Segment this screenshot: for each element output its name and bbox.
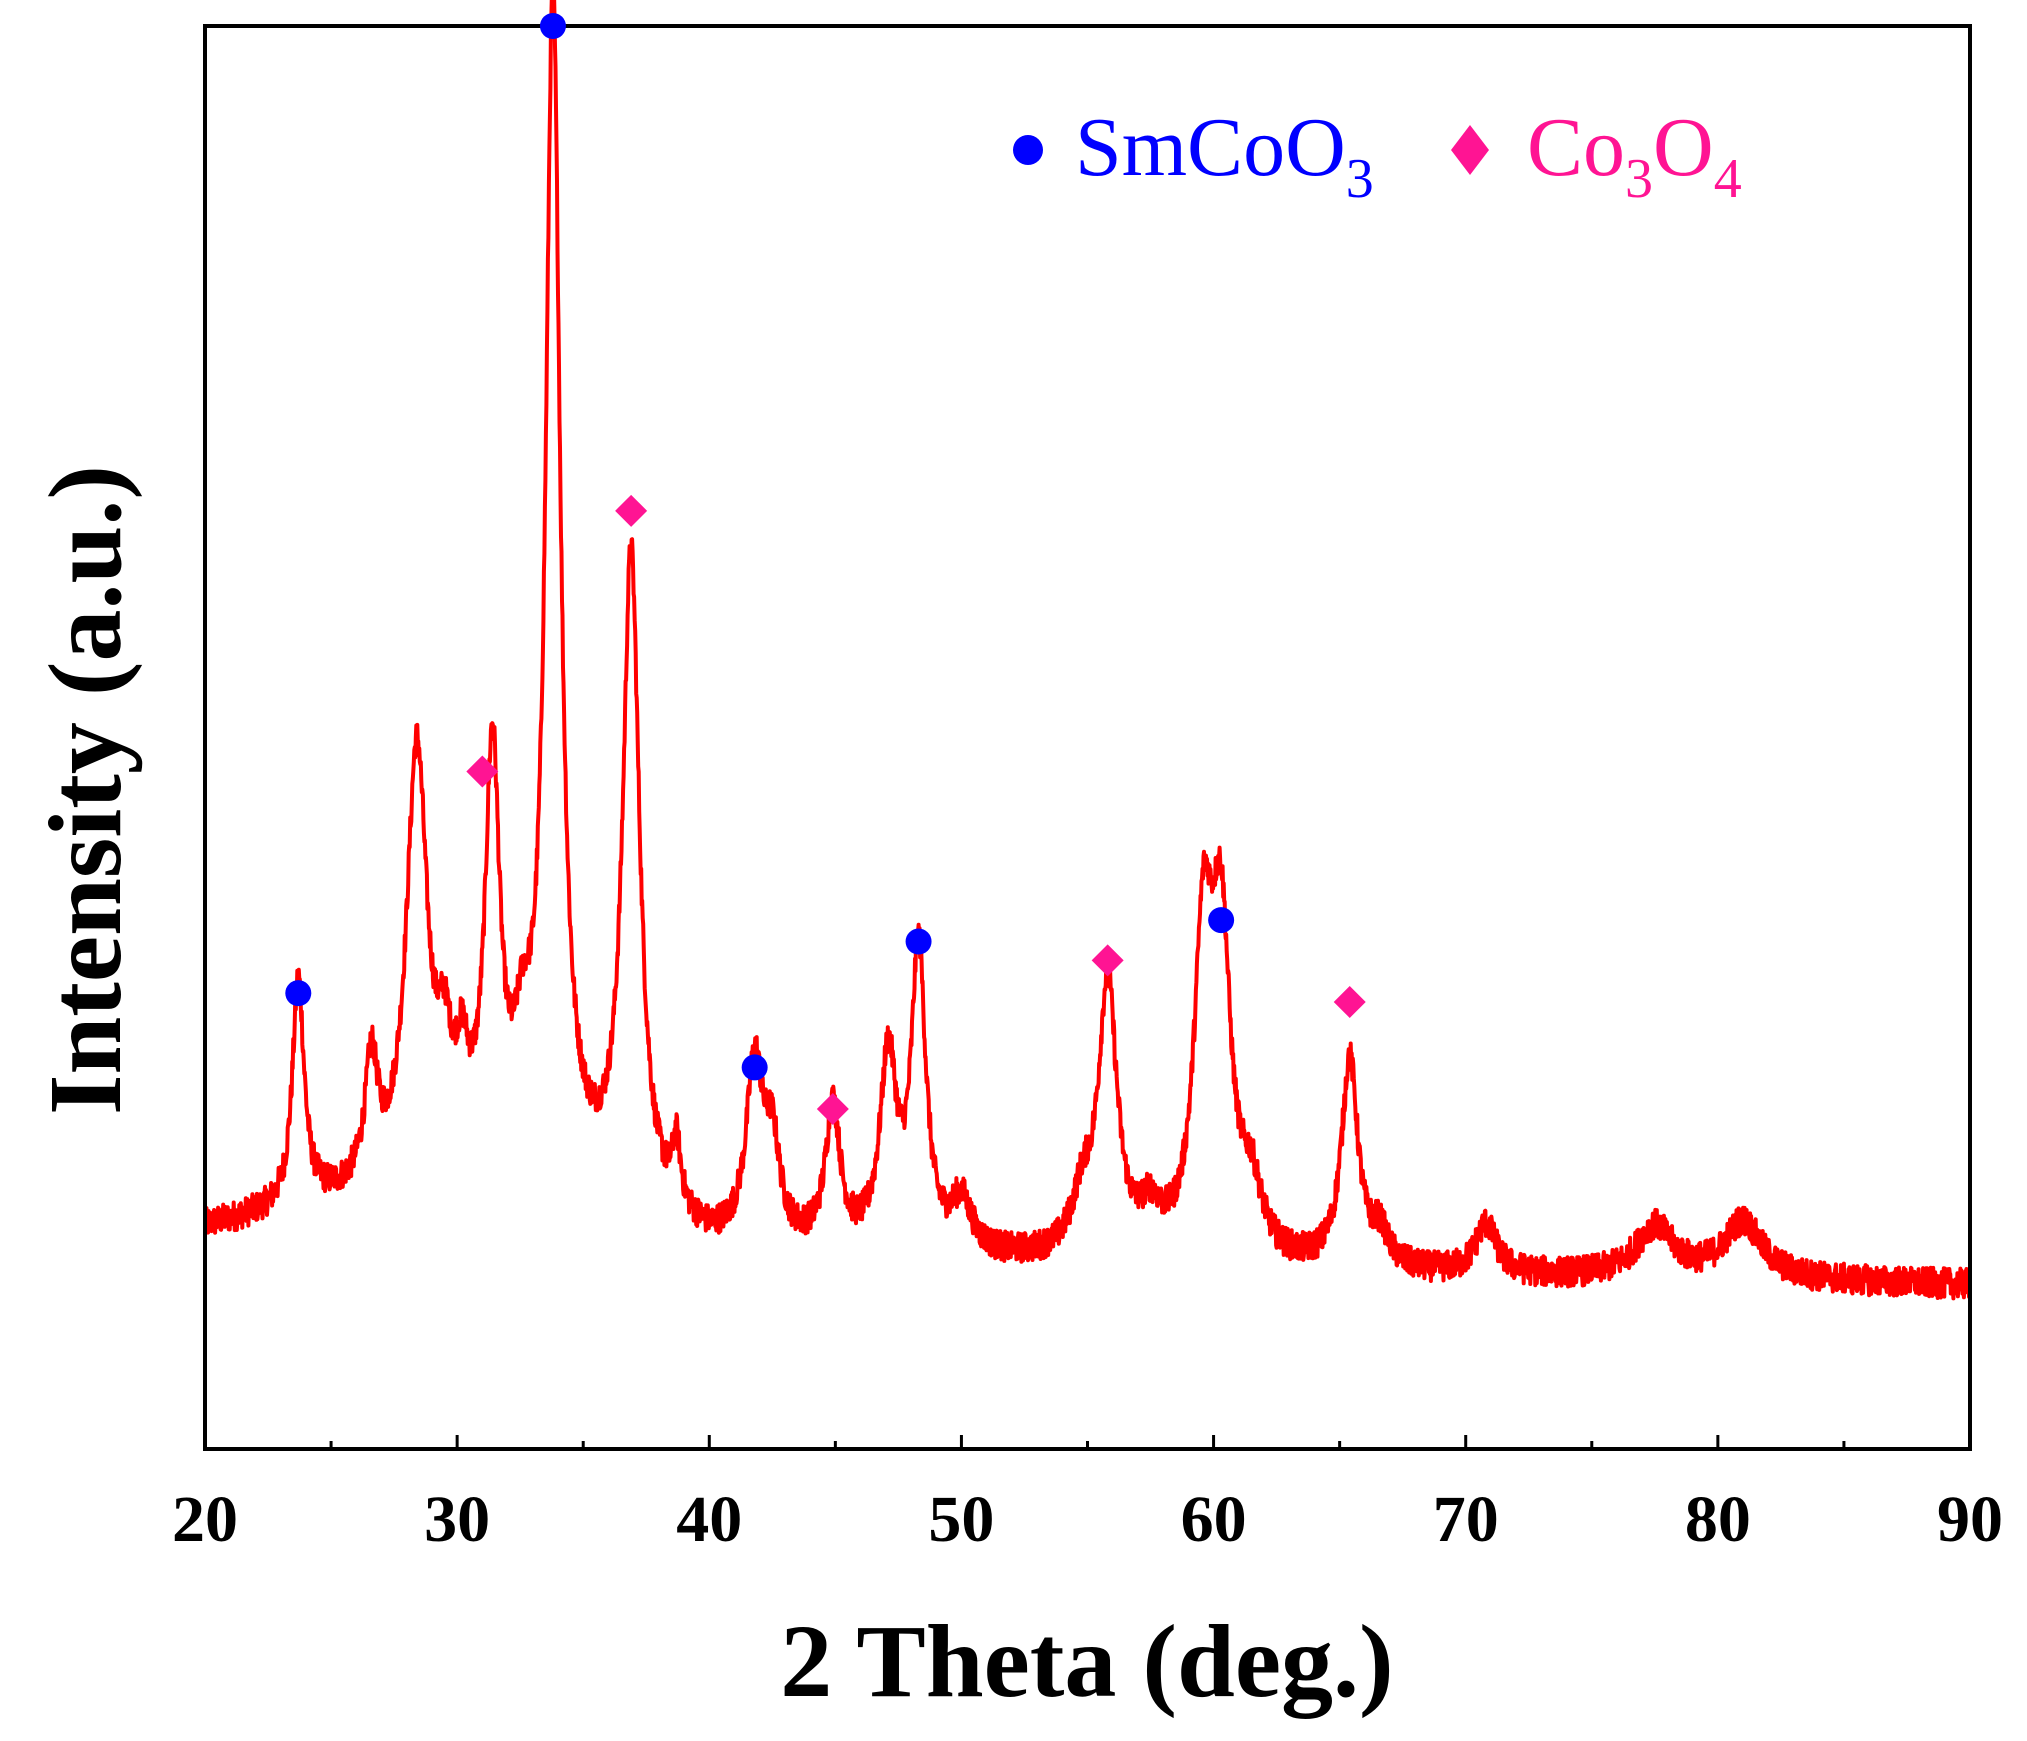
smcoo3-peak-marker bbox=[539, 13, 566, 39]
plot-layer bbox=[203, 0, 1972, 1301]
legend: SmCoO3 Co3O4 bbox=[1013, 101, 1742, 210]
x-tick-label: 80 bbox=[1685, 1483, 1751, 1556]
x-tick-label: 30 bbox=[424, 1483, 490, 1556]
co3o4-peak-marker bbox=[816, 1092, 849, 1125]
legend-smcoo3-base: SmCoO bbox=[1075, 101, 1346, 194]
x-tick-label: 40 bbox=[676, 1483, 742, 1556]
x-axis-ticks: 20 30 40 50 60 70 80 90 bbox=[172, 1435, 2003, 1556]
legend-smcoo3-marker bbox=[1013, 135, 1043, 165]
legend-smcoo3-sub: 3 bbox=[1346, 148, 1374, 210]
legend-co3o4-mid: O bbox=[1653, 101, 1714, 194]
co3o4-peak-marker bbox=[615, 494, 648, 527]
legend-co3o4-label: Co3O4 bbox=[1527, 101, 1742, 210]
x-tick-label: 20 bbox=[172, 1483, 238, 1556]
smcoo3-peak-marker bbox=[285, 980, 312, 1007]
x-tick-label: 60 bbox=[1181, 1483, 1247, 1556]
xrd-pattern-line bbox=[203, 0, 1972, 1301]
y-axis-title: Intensity (a.u.) bbox=[28, 465, 143, 1115]
x-axis-title: 2 Theta (deg.) bbox=[780, 1604, 1393, 1719]
x-tick-label: 90 bbox=[1937, 1483, 2003, 1556]
legend-co3o4-base: Co bbox=[1527, 101, 1625, 194]
smcoo3-peak-marker bbox=[1208, 907, 1235, 934]
legend-smcoo3-label: SmCoO3 bbox=[1075, 101, 1374, 210]
smcoo3-peak-marker bbox=[905, 928, 932, 955]
x-tick-label: 70 bbox=[1433, 1483, 1499, 1556]
legend-co3o4-marker bbox=[1451, 125, 1489, 175]
co3o4-peak-marker bbox=[1333, 985, 1366, 1018]
phase-markers bbox=[285, 13, 1366, 1125]
x-tick-label: 50 bbox=[928, 1483, 994, 1556]
smcoo3-peak-marker bbox=[741, 1054, 768, 1081]
co3o4-peak-marker bbox=[1091, 944, 1124, 977]
co3o4-peak-marker bbox=[466, 755, 499, 788]
legend-co3o4-sub2: 4 bbox=[1714, 148, 1742, 210]
legend-co3o4-sub1: 3 bbox=[1625, 148, 1653, 210]
